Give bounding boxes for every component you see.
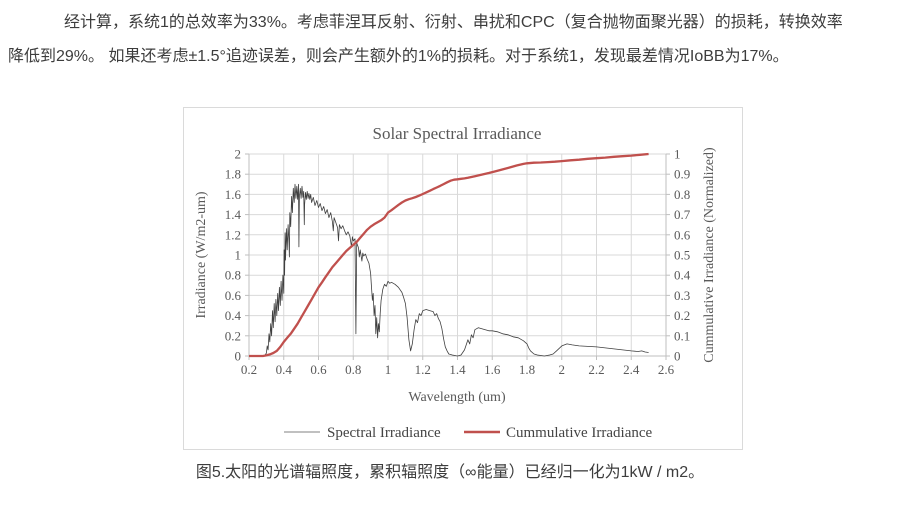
- paragraph-line-1: 经计算，系统1的总效率为33%。考虑菲涅耳反射、衍射、串扰和CPC（复合抛物面聚…: [64, 14, 843, 31]
- x-tick-label: 2.6: [658, 362, 675, 377]
- body-paragraph: 经计算，系统1的总效率为33%。考虑菲涅耳反射、衍射、串扰和CPC（复合抛物面聚…: [8, 6, 880, 74]
- x-tick-label: 0.4: [276, 362, 293, 377]
- y-tick-label-left: 1.8: [225, 167, 241, 182]
- x-tick-label: 1.8: [519, 362, 535, 377]
- y-tick-label-right: 0.8: [674, 187, 690, 202]
- y-tick-label-left: 1.4: [225, 207, 242, 222]
- y-tick-label-left: 0.4: [225, 308, 242, 323]
- chart-title: Solar Spectral Irradiance: [373, 124, 542, 143]
- y-tick-label-right: 0.3: [674, 288, 690, 303]
- y-tick-label-right: 0.6: [674, 227, 691, 242]
- y-tick-label-left: 0.8: [225, 268, 241, 283]
- x-axis-label: Wavelength (um): [408, 390, 506, 405]
- legend-label-spectral: Spectral Irradiance: [327, 425, 441, 441]
- y-tick-label-right: 1: [674, 147, 681, 162]
- x-tick-label: 0.6: [310, 362, 327, 377]
- y-tick-label-left: 1: [235, 248, 242, 263]
- x-tick-label: 2: [559, 362, 566, 377]
- y-tick-label-right: 0.5: [674, 248, 690, 263]
- x-tick-label: 1.2: [415, 362, 431, 377]
- y-axis-label-right: Cummulative Irradiance (Normalized): [702, 147, 717, 363]
- chart-plot-area: 0.2 0.4 0.6 0.8 1 1.2 1.4 1.6 1.8 2 2.2 2.4 2.600.20…: [225, 147, 691, 378]
- x-tick-label: 1.6: [484, 362, 501, 377]
- x-tick-label: 2.2: [588, 362, 604, 377]
- y-tick-label-left: 0: [235, 349, 242, 364]
- series-spectral: [249, 183, 649, 357]
- y-tick-label-left: 1.2: [225, 227, 241, 242]
- y-tick-label-left: 0.2: [225, 328, 241, 343]
- series-cumulative: [249, 152, 649, 358]
- y-tick-label-right: 0.7: [674, 207, 691, 222]
- x-tick-label: 1.4: [449, 362, 466, 377]
- y-tick-label-left: 1.6: [225, 187, 242, 202]
- y-tick-label-right: 0: [674, 349, 681, 364]
- chart-canvas: Solar Spectral Irradiance 0.2 0.4 0.6 0.8 1 1…: [194, 124, 717, 441]
- paragraph-line-2: 降低到29%。 如果还考虑±1.5°追迹误差，则会产生额外的1%的损耗。对于系统…: [8, 48, 789, 65]
- y-axis-label-left: Irradiance (W/m2-um): [194, 191, 209, 318]
- y-tick-label-right: 0.9: [674, 167, 690, 182]
- figure-caption: 图5.太阳的光谱辐照度，累积辐照度（∞能量）已经归一化为1kW / m2。: [195, 464, 705, 481]
- x-tick-label: 0.2: [241, 362, 257, 377]
- y-tick-label-left: 2: [235, 147, 242, 162]
- y-tick-label-right: 0.4: [674, 268, 691, 283]
- x-tick-label: 1: [385, 362, 392, 377]
- y-tick-label-right: 0.2: [674, 308, 690, 323]
- y-tick-label-right: 0.1: [674, 328, 690, 343]
- legend-label-cumulative: Cummulative Irradiance: [506, 425, 653, 441]
- figure-chart: Solar Spectral Irradiance 0.2 0.4 0.6 0.8 1 1…: [183, 107, 743, 450]
- x-tick-label: 0.8: [345, 362, 361, 377]
- y-tick-label-left: 0.6: [225, 288, 242, 303]
- x-tick-label: 2.4: [623, 362, 640, 377]
